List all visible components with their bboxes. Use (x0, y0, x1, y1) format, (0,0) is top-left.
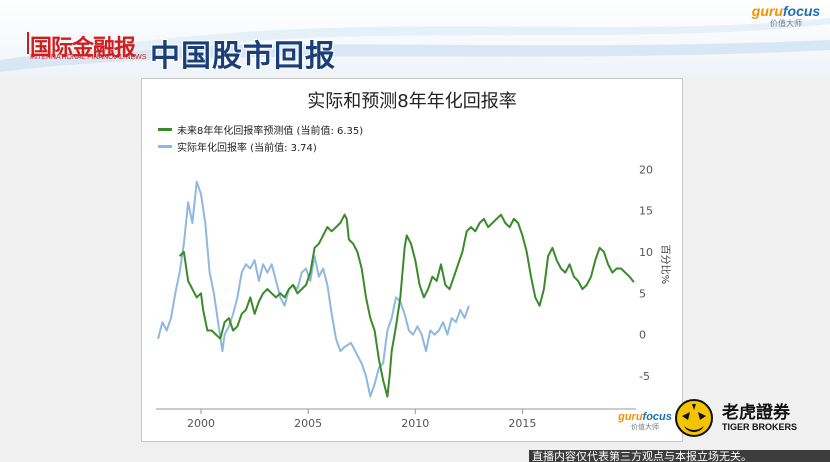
y-tick-label: 15 (639, 205, 653, 218)
gurufocus-logo-chart: gurufocus 价值大师 (610, 411, 680, 431)
y-tick-label: 0 (639, 329, 646, 342)
x-tick-label: 2010 (401, 417, 429, 430)
brand-word-b: focus (782, 3, 821, 19)
brand-sub: 价值大师 (770, 19, 802, 28)
chart-legend: 未来8年年化回报率预测值 (当前值: 6.35) 实际年化回报率 (当前值: 3… (158, 121, 363, 155)
y-axis-ticks: -5 0 5 10 15 20 (639, 163, 653, 383)
tiger-brokers-logo: 老虎證券 TIGER BROKERS (674, 396, 824, 440)
chart-card: 实际和预测8年年化回报率 未来8年年化回报率预测值 (当前值: 6.35) 实际… (141, 78, 683, 442)
series-line-predicted (178, 213, 635, 398)
headline: 中国股市回报 (150, 39, 336, 74)
top-banner: 国际金融报 INTERNATIONAL FINANCIAL NEWS 中国股市回… (0, 0, 830, 78)
tiger-brokers-name: 老虎證券 (722, 403, 790, 423)
chart-brand-sub: 价值大师 (631, 423, 659, 431)
series-layer (157, 180, 635, 398)
disclaimer-ticker: 直播内容仅代表第三方观点与本报立场无关。 (529, 450, 830, 462)
gurufocus-logo-top: gurufocus 价值大师 (750, 4, 822, 29)
news-logo-english: INTERNATIONAL FINANCIAL NEWS (30, 54, 147, 61)
banner-swoosh-decoration (0, 18, 830, 72)
legend-label-actual: 实际年化回报率 (当前值: 3.74) (177, 143, 317, 154)
x-tick-label: 2015 (508, 417, 536, 430)
y-tick-label: 10 (639, 246, 653, 259)
y-tick-label: 20 (639, 163, 653, 176)
chart-title: 实际和预测8年年化回报率 (307, 91, 517, 112)
brand-word-a: guru (751, 3, 783, 19)
y-tick-label: 5 (639, 287, 646, 300)
legend-item-predicted[interactable]: 未来8年年化回报率预测值 (当前值: 6.35) (158, 121, 363, 138)
x-tick-label: 2000 (187, 417, 215, 430)
series-line-actual (157, 180, 470, 398)
legend-label-predicted: 未来8年年化回报率预测值 (当前值: 6.35) (177, 126, 364, 137)
tiger-brokers-name-en: TIGER BROKERS (722, 422, 798, 432)
legend-swatch-predicted (158, 128, 172, 131)
news-logo-bar (27, 32, 29, 54)
chart-brand-word-a: guru (618, 411, 643, 423)
tiger-icon (675, 399, 713, 437)
legend-item-actual[interactable]: 实际年化回报率 (当前值: 3.74) (158, 138, 363, 155)
y-tick-label: -5 (639, 370, 650, 383)
x-axis-ticks: 2000 2005 2010 2015 (187, 409, 536, 430)
x-tick-label: 2005 (294, 417, 322, 430)
chart-brand-word-b: focus (642, 411, 672, 423)
y-axis-label: 百分比% (659, 245, 671, 285)
news-logo: 国际金融报 (30, 35, 136, 61)
chart-plot: -5 0 5 10 15 20 2000 2005 2010 2015 百分比% (156, 163, 671, 430)
legend-swatch-actual (158, 145, 172, 148)
